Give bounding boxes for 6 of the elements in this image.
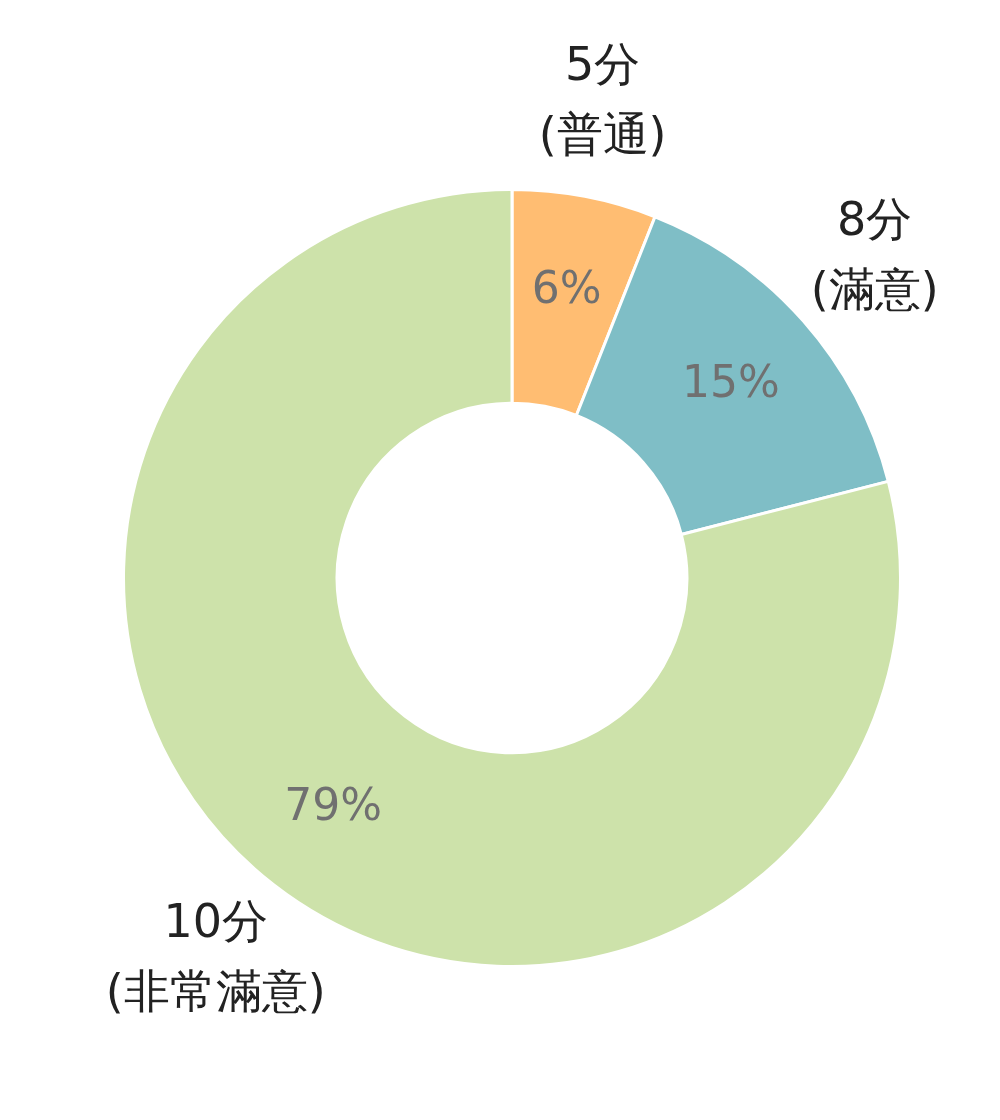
slice-label: 10分 (非常滿意) [105,893,326,1018]
data-label: 79% [284,778,383,830]
data-label: 15% [681,355,780,407]
data-label: 6% [531,261,602,313]
slice-label: 5分 (普通) [538,37,667,162]
slice-label: 8分 (滿意) [810,192,939,317]
